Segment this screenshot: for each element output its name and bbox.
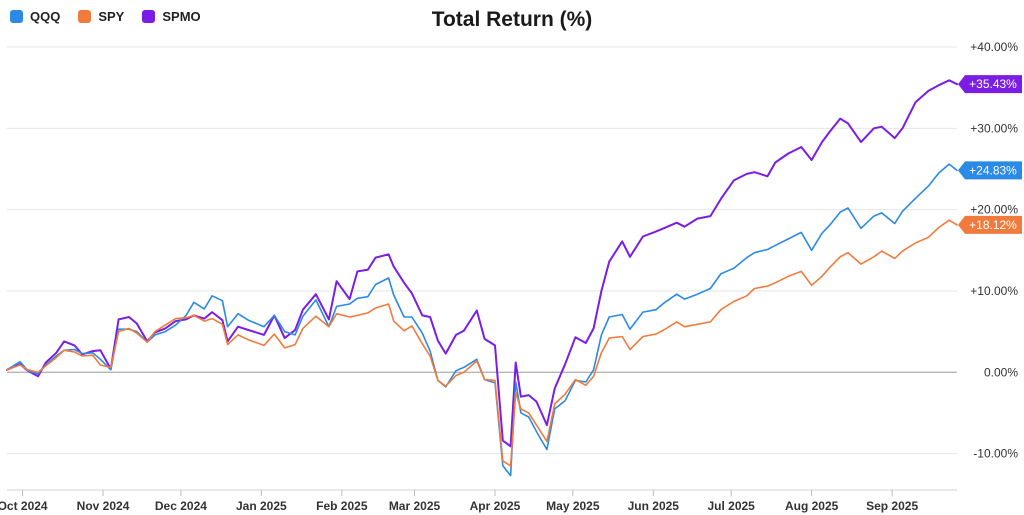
legend-label-spy: SPY — [98, 9, 125, 24]
x-tick-label: Aug 2025 — [785, 499, 839, 513]
end-label-badge — [958, 215, 1022, 234]
y-tick-label: -10.00% — [973, 447, 1018, 461]
y-tick-label: +40.00% — [970, 40, 1018, 54]
chart-legend: QQQ SPY SPMO — [10, 9, 201, 24]
x-tick-label: Oct 2024 — [0, 499, 48, 513]
legend-swatch-qqq — [10, 10, 23, 23]
end-label-badge — [958, 161, 1022, 180]
series-line-spy[interactable] — [6, 219, 958, 467]
x-axis-ticks: Oct 2024 Nov 2024 Dec 2024 Jan 2025 Feb 2025… — [0, 490, 918, 513]
end-label-spmo: +35.43% — [958, 75, 1022, 94]
legend-swatch-spy — [78, 10, 92, 23]
x-tick-label: Dec 2024 — [155, 499, 207, 513]
end-label-text: +18.12% — [969, 218, 1017, 232]
legend-item-spmo[interactable]: SPMO — [142, 9, 201, 24]
x-tick-label: Mar 2025 — [389, 499, 441, 513]
end-label-text: +24.83% — [969, 163, 1017, 177]
x-tick-label: Nov 2024 — [77, 499, 130, 513]
end-value-labels: +35.43% +24.83% +18.12% — [958, 75, 1022, 234]
chart-title: Total Return (%) — [431, 8, 593, 31]
grid-lines — [7, 46, 957, 491]
legend-label-spmo: SPMO — [162, 9, 201, 24]
y-tick-label: +20.00% — [970, 203, 1018, 217]
x-tick-label: Jul 2025 — [707, 499, 755, 513]
legend-item-spy[interactable]: SPY — [78, 9, 124, 24]
x-tick-label: Jan 2025 — [236, 499, 287, 513]
end-label-spy: +18.12% — [958, 215, 1022, 234]
y-tick-label: 0.00% — [984, 365, 1018, 379]
x-tick-label: May 2025 — [546, 499, 600, 513]
y-axis-ticks: +40.00% +30.00% +20.00% +10.00% 0.00% -10.00% — [970, 40, 1018, 461]
series-lines — [6, 79, 958, 477]
x-tick-label: Jun 2025 — [628, 499, 680, 513]
x-tick-label: Feb 2025 — [316, 499, 368, 513]
y-tick-label: +30.00% — [970, 121, 1018, 135]
series-line-qqq[interactable] — [6, 163, 958, 477]
y-tick-label: +10.00% — [970, 284, 1018, 298]
x-tick-label: Sep 2025 — [866, 499, 918, 513]
x-tick-label: Apr 2025 — [470, 499, 521, 513]
end-label-badge — [958, 75, 1022, 94]
legend-swatch-spmo — [142, 10, 156, 23]
legend-label-qqq: QQQ — [30, 9, 61, 24]
end-label-qqq: +24.83% — [958, 161, 1022, 180]
series-line-spmo[interactable] — [6, 79, 958, 448]
end-label-text: +35.43% — [969, 77, 1017, 91]
legend-item-qqq[interactable]: QQQ — [10, 9, 60, 24]
